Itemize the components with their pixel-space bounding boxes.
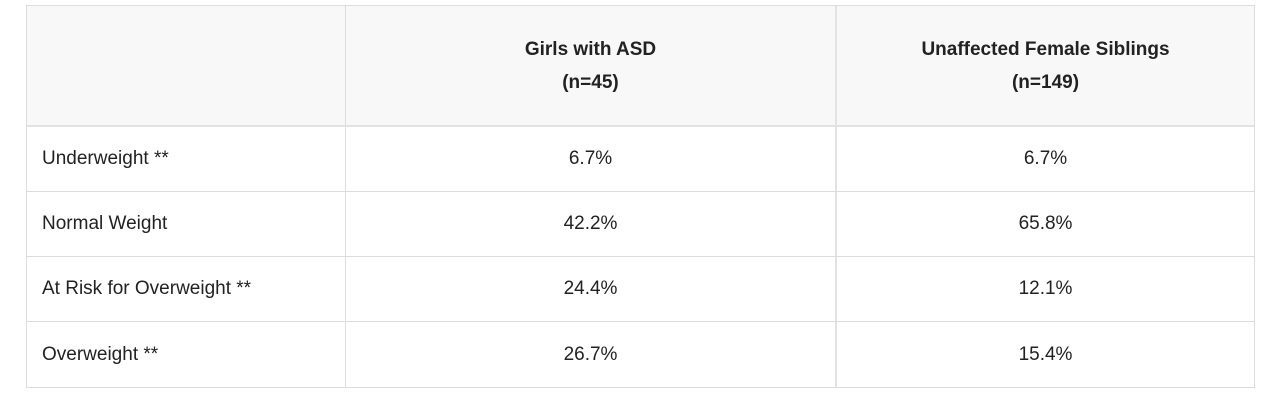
siblings-value-cell: 65.8% bbox=[1018, 213, 1073, 234]
asd-value-cell: 26.7% bbox=[346, 322, 837, 387]
siblings-value-cell: 12.1% bbox=[1018, 278, 1073, 299]
row-label: Overweight ** bbox=[27, 322, 346, 387]
asd-value-cell: 42.2% bbox=[346, 192, 837, 256]
asd-value-cell: 24.4% bbox=[346, 257, 837, 321]
column-title: Girls with ASD bbox=[524, 38, 657, 60]
header-cell-unaffected-female-siblings: Unaffected Female Siblings (n=149) bbox=[837, 6, 1254, 125]
weight-status-table: Girls with ASD (n=45) Unaffected Female … bbox=[26, 5, 1255, 388]
row-label: Underweight ** bbox=[27, 127, 346, 191]
header-corner-cell bbox=[27, 6, 346, 125]
column-sample-size: (n=149) bbox=[1011, 71, 1080, 93]
column-title: Unaffected Female Siblings bbox=[921, 38, 1170, 60]
table-header-row: Girls with ASD (n=45) Unaffected Female … bbox=[27, 6, 1254, 127]
table-row: Underweight ** 6.7% 6.7% bbox=[27, 127, 1254, 192]
row-label: At Risk for Overweight ** bbox=[27, 257, 346, 321]
table-row: Normal Weight 42.2% 65.8% bbox=[27, 192, 1254, 257]
table-row: At Risk for Overweight ** 24.4% 12.1% bbox=[27, 257, 1254, 322]
table-row: Overweight ** 26.7% 15.4% bbox=[27, 322, 1254, 387]
column-sample-size: (n=45) bbox=[562, 71, 619, 93]
siblings-value-cell: 6.7% bbox=[1023, 148, 1068, 169]
header-cell-girls-with-asd: Girls with ASD (n=45) bbox=[346, 6, 837, 125]
row-label: Normal Weight bbox=[27, 192, 346, 256]
siblings-value-cell: 15.4% bbox=[1018, 343, 1073, 365]
asd-value-cell: 6.7% bbox=[346, 127, 837, 191]
